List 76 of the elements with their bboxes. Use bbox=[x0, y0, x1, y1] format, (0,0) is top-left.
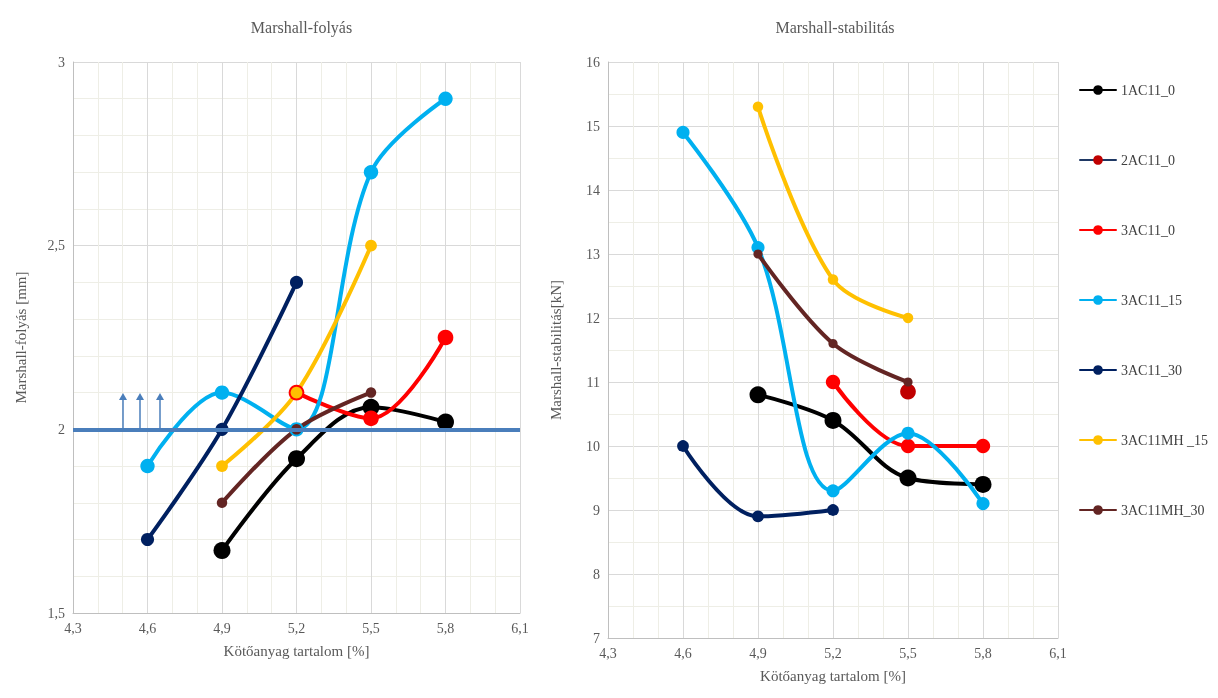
legend-label: 3AC11_15 bbox=[1121, 292, 1182, 308]
point bbox=[975, 438, 991, 454]
y-tick-label: 13 bbox=[586, 246, 600, 262]
x-tick-label: 4,9 bbox=[213, 620, 231, 636]
point bbox=[288, 450, 305, 468]
point bbox=[438, 91, 453, 106]
legend-label: 1AC11_0 bbox=[1121, 82, 1175, 98]
chart-title: Marshall-stabilitás bbox=[775, 18, 895, 36]
y-tick-label: 15 bbox=[586, 118, 600, 134]
point bbox=[676, 125, 690, 139]
point bbox=[677, 440, 689, 452]
x-tick-label: 5,2 bbox=[287, 620, 306, 636]
point bbox=[749, 386, 767, 404]
y-tick-label: 2,5 bbox=[47, 238, 65, 254]
point bbox=[752, 101, 764, 113]
legend-label: 3AC11_30 bbox=[1121, 362, 1182, 378]
point bbox=[827, 274, 839, 285]
x-tick-label: 5,8 bbox=[974, 645, 992, 661]
y-tick-label: 14 bbox=[586, 182, 600, 198]
x-tick-label: 5,5 bbox=[362, 620, 380, 636]
x-tick-label: 5,2 bbox=[824, 645, 842, 661]
x-tick-label: 4,3 bbox=[64, 620, 82, 636]
point bbox=[216, 497, 228, 509]
y-axis-title: Marshall-stabilitás[kN] bbox=[547, 280, 564, 420]
point bbox=[214, 385, 230, 400]
y-tick-label: 8 bbox=[593, 566, 600, 582]
y-axis-title: Marshall-folyás [mm] bbox=[12, 271, 29, 404]
legend-label: 3AC11MH _15 bbox=[1121, 432, 1209, 448]
point bbox=[752, 510, 764, 523]
point bbox=[824, 411, 842, 429]
y-tick-label: 9 bbox=[593, 502, 600, 518]
point bbox=[976, 497, 990, 511]
y-tick-label: 3 bbox=[58, 54, 65, 70]
point bbox=[974, 475, 992, 493]
x-tick-label: 5,5 bbox=[899, 645, 917, 661]
point bbox=[213, 542, 231, 560]
point bbox=[365, 239, 377, 252]
x-tick-label: 6,1 bbox=[1049, 645, 1067, 661]
point bbox=[140, 532, 155, 547]
point bbox=[753, 249, 763, 259]
chart-title: Marshall-folyás bbox=[250, 18, 353, 37]
point bbox=[899, 469, 917, 487]
x-tick-label: 4,6 bbox=[138, 620, 157, 636]
point bbox=[825, 374, 841, 390]
y-tick-label: 16 bbox=[586, 54, 600, 70]
y-tick-label: 7 bbox=[593, 630, 600, 646]
x-tick-label: 6,1 bbox=[511, 620, 529, 636]
point bbox=[901, 426, 915, 440]
legend-label: 3AC11MH_30 bbox=[1121, 502, 1205, 518]
point bbox=[365, 387, 377, 398]
x-tick-label: 5,8 bbox=[436, 620, 455, 636]
point bbox=[363, 165, 379, 180]
y-tick-label: 11 bbox=[586, 374, 600, 390]
point bbox=[437, 329, 454, 346]
y-tick-label: 2 bbox=[58, 421, 65, 437]
point bbox=[827, 504, 839, 516]
y-tick-label: 10 bbox=[586, 438, 600, 454]
y-tick-label: 12 bbox=[586, 310, 600, 326]
point bbox=[140, 458, 155, 474]
point bbox=[826, 484, 840, 498]
legend-label: 2AC11_0 bbox=[1121, 152, 1175, 168]
point bbox=[828, 339, 838, 349]
point bbox=[902, 312, 914, 324]
y-tick-label: 1,5 bbox=[47, 605, 65, 621]
x-axis-title: Kötőanyag tartalom [%] bbox=[760, 667, 906, 684]
point bbox=[903, 377, 913, 387]
x-tick-label: 4,3 bbox=[599, 645, 617, 661]
x-tick-label: 4,9 bbox=[749, 645, 767, 661]
legend-label: 3AC11_0 bbox=[1121, 222, 1175, 238]
x-axis-title: Kötőanyag tartalom [%] bbox=[223, 642, 370, 659]
point bbox=[900, 383, 916, 400]
point bbox=[289, 275, 304, 289]
point bbox=[363, 410, 379, 427]
point bbox=[900, 438, 916, 454]
x-tick-label: 4,6 bbox=[674, 645, 692, 661]
point bbox=[216, 460, 228, 472]
